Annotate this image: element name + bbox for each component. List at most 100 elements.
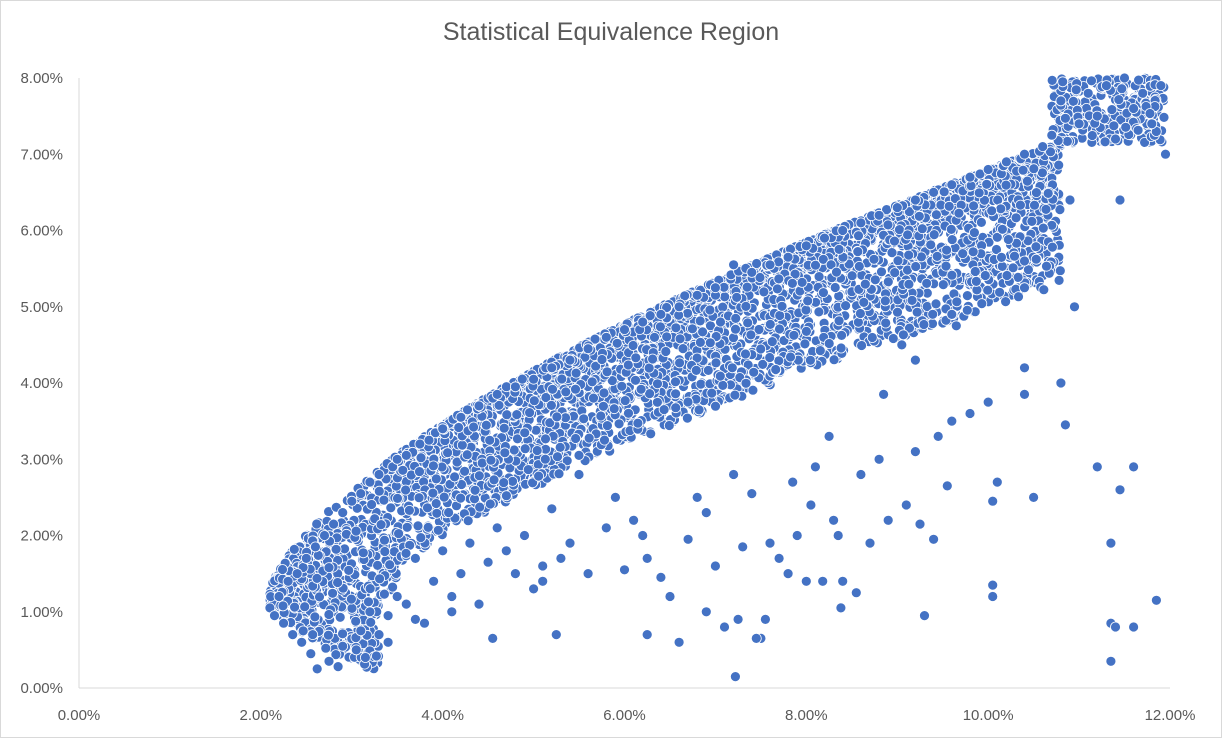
scatter-cloud-point <box>501 409 513 421</box>
scatter-cloud-point <box>892 306 903 318</box>
scatter-cloud-point <box>375 519 387 530</box>
scatter-point <box>519 530 530 541</box>
scatter-cloud-point <box>363 596 374 608</box>
scatter-cloud-point <box>561 455 573 467</box>
scatter-point <box>1019 282 1030 294</box>
scatter-cloud-point <box>1031 187 1042 199</box>
scatter-cloud-point <box>1040 203 1052 215</box>
scatter-cloud-point <box>994 286 1005 298</box>
scatter-cloud-point <box>1042 187 1054 199</box>
scatter-cloud-point <box>785 351 796 363</box>
scatter-cloud-point <box>889 235 900 247</box>
scatter-point <box>982 396 994 408</box>
scatter-point <box>355 488 367 500</box>
scatter-point <box>873 453 885 465</box>
scatter-point <box>1128 103 1139 114</box>
scatter-cloud-point <box>455 492 467 504</box>
scatter-cloud-point <box>882 219 894 231</box>
scatter-cloud-point <box>519 443 531 455</box>
scatter-cloud-point <box>578 413 590 425</box>
scatter-point <box>619 324 630 336</box>
scatter-point <box>805 499 817 511</box>
scatter-point <box>328 518 340 530</box>
scatter-point <box>719 621 730 633</box>
scatter-cloud-point <box>346 603 358 614</box>
scatter-point <box>487 633 499 644</box>
scatter-point <box>546 503 558 515</box>
scatter-cloud-point <box>714 370 726 382</box>
scatter-cloud-point <box>322 629 334 641</box>
scatter-point <box>1037 141 1049 153</box>
scatter-point <box>311 663 323 675</box>
scatter-cloud-point <box>1108 120 1120 132</box>
scatter-point <box>528 373 539 385</box>
scatter-point <box>423 434 435 446</box>
scatter-cloud-point <box>468 421 480 433</box>
y-tick-label: 1.00% <box>20 604 63 621</box>
scatter-cloud-point <box>588 392 599 404</box>
scatter-cloud-point <box>687 323 698 335</box>
scatter-point <box>446 591 458 602</box>
scatter-cloud-point <box>480 419 492 431</box>
scatter-cloud-point <box>1028 163 1040 175</box>
scatter-point <box>746 266 758 278</box>
scatter-cloud-point <box>969 266 981 277</box>
scatter-point <box>932 430 944 442</box>
scatter-cloud-point <box>556 373 568 385</box>
scatter-point <box>455 411 467 423</box>
scatter-point <box>946 308 958 320</box>
scatter-cloud-point <box>469 484 481 496</box>
scatter-point <box>409 553 421 564</box>
scatter-cloud-point <box>372 560 384 571</box>
scatter-cloud-point <box>902 229 913 241</box>
y-tick-label: 3.00% <box>20 451 63 468</box>
scatter-cloud-point <box>682 396 694 408</box>
scatter-cloud-point <box>596 354 608 365</box>
scatter-cloud-point <box>442 447 454 459</box>
scatter-cloud-point <box>764 318 776 330</box>
scatter-cloud-point <box>846 270 858 282</box>
scatter-cloud-point <box>925 239 937 251</box>
x-tick-label: 0.00% <box>58 707 101 724</box>
scatter-cloud-point <box>682 307 693 319</box>
scatter-cloud-point <box>598 400 609 412</box>
scatter-cloud-point <box>773 273 785 285</box>
scatter-cloud-point <box>327 587 339 599</box>
scatter-point <box>1001 156 1012 168</box>
scatter-cloud-point <box>1053 159 1065 171</box>
scatter-cloud-point <box>519 427 531 439</box>
scatter-cloud-point <box>840 300 851 312</box>
scatter-cloud-point <box>414 466 425 478</box>
scatter-cloud-point <box>772 283 783 295</box>
scatter-cloud-point <box>661 331 673 343</box>
scatter-cloud-point <box>706 387 718 399</box>
scatter-point <box>291 568 303 579</box>
scatter-point <box>655 308 667 320</box>
scatter-point <box>691 491 703 503</box>
scatter-point <box>828 514 839 526</box>
scatter-cloud-point <box>311 518 323 530</box>
scatter-cloud-point <box>969 227 980 239</box>
x-tick-label: 8.00% <box>785 707 828 724</box>
scatter-point <box>710 282 721 294</box>
scatter-cloud-point <box>813 306 825 318</box>
scatter-point <box>914 518 926 530</box>
scatter-cloud-point <box>799 338 811 350</box>
scatter-cloud-point <box>670 402 682 414</box>
scatter-cloud-point <box>1003 234 1014 245</box>
scatter-point <box>628 514 639 526</box>
scatter-cloud-point <box>570 367 582 379</box>
scatter-cloud-point <box>729 389 741 401</box>
scatter-point <box>1119 72 1130 84</box>
scatter-cloud-point <box>485 454 497 466</box>
scatter-cloud-point <box>1037 222 1049 234</box>
scatter-point <box>323 655 335 667</box>
scatter-cloud-point <box>400 484 412 496</box>
scatter-cloud-point <box>573 449 585 461</box>
scatter-cloud-point <box>931 209 942 221</box>
scatter-point <box>728 469 739 480</box>
scatter-cloud-point <box>996 251 1007 263</box>
scatter-point <box>864 537 876 549</box>
scatter-cloud-point <box>627 340 639 351</box>
scatter-cloud-point <box>1158 112 1170 123</box>
